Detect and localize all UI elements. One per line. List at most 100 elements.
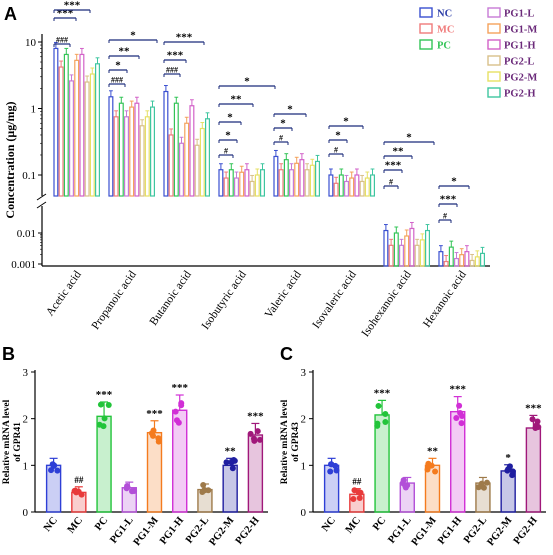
sig-label: * bbox=[343, 116, 349, 128]
sig-label: * bbox=[451, 176, 457, 188]
bar-pg2-m bbox=[364, 177, 370, 197]
data-point bbox=[100, 423, 107, 430]
sig-label: *** bbox=[146, 408, 163, 420]
data-point bbox=[150, 427, 157, 434]
legend-swatch bbox=[487, 55, 501, 66]
sig-label: ### bbox=[166, 66, 178, 75]
bar-pg1-h bbox=[134, 102, 140, 197]
bar-pc bbox=[374, 414, 390, 513]
category-label: Butanoic acid bbox=[148, 269, 194, 328]
data-point bbox=[178, 402, 185, 409]
category-label: PG1-M bbox=[410, 515, 439, 548]
data-point bbox=[199, 488, 206, 495]
data-point bbox=[254, 428, 261, 435]
bar-pg2-m bbox=[474, 256, 480, 267]
bar-mc bbox=[278, 169, 284, 197]
bar-pg1-m bbox=[184, 122, 190, 197]
bar-pg1-m bbox=[404, 235, 410, 267]
category-label: PG1-H bbox=[158, 515, 186, 547]
sig-label: * bbox=[244, 76, 250, 88]
bar-pc bbox=[96, 415, 112, 513]
data-point bbox=[251, 437, 258, 444]
bar-nc bbox=[53, 47, 59, 197]
bar-pg1-h bbox=[354, 174, 360, 197]
sig-label: ** bbox=[427, 445, 439, 457]
data-point bbox=[432, 468, 439, 475]
bar-pg2-m bbox=[144, 116, 150, 197]
bar-pg2-h bbox=[205, 118, 211, 197]
data-point bbox=[375, 402, 382, 409]
category-label: PG2-H bbox=[512, 515, 540, 547]
sig-label: ## bbox=[74, 475, 84, 485]
bar-pg2-l bbox=[84, 81, 90, 197]
sig-label: * bbox=[115, 60, 121, 72]
bar-mc bbox=[443, 260, 449, 267]
category-label: Propanoic acid bbox=[90, 269, 139, 332]
sig-label: * bbox=[335, 130, 341, 142]
sig-label: *** bbox=[525, 402, 542, 414]
legend-swatch bbox=[487, 7, 501, 18]
bar-pg2-h bbox=[525, 427, 542, 513]
bar-pc bbox=[118, 102, 124, 197]
legend-label: PG2-L bbox=[504, 57, 534, 68]
sig-label: * bbox=[406, 132, 412, 144]
bar-mc bbox=[388, 244, 394, 267]
bar-pg2-h bbox=[425, 229, 431, 267]
bar-pc bbox=[393, 232, 399, 267]
sig-label: ** bbox=[393, 146, 405, 158]
bar-pg2-l bbox=[469, 259, 475, 267]
data-point bbox=[382, 419, 389, 426]
sig-label: *** bbox=[440, 194, 457, 206]
legend-swatch bbox=[487, 39, 501, 50]
sig-label: # bbox=[334, 146, 338, 155]
bar-pg1-h bbox=[450, 410, 466, 513]
sig-label: # bbox=[389, 178, 393, 187]
bar-pg2-l bbox=[249, 180, 255, 197]
y-tick-label: 2 bbox=[301, 414, 307, 426]
bar-pg1-l bbox=[234, 177, 240, 197]
bar-nc bbox=[273, 155, 279, 197]
sig-label: * bbox=[130, 30, 136, 42]
bar-pg1-m bbox=[459, 254, 465, 267]
data-point bbox=[256, 436, 263, 443]
bar-pg2-h bbox=[480, 252, 486, 267]
sig-label: ** bbox=[225, 445, 237, 457]
category-label: PC bbox=[93, 515, 110, 533]
axis-break-mark bbox=[36, 193, 47, 201]
data-point bbox=[155, 435, 162, 442]
y-axis-label: Relative mRNA level bbox=[280, 399, 290, 484]
category-label: NC bbox=[320, 515, 338, 534]
y-axis-label: of GPR41 bbox=[13, 422, 23, 462]
bar-pg2-h bbox=[260, 169, 266, 197]
sig-label: *** bbox=[167, 50, 184, 62]
sig-label: *** bbox=[385, 160, 402, 172]
bar-pg1-h bbox=[409, 227, 415, 267]
legend-label: PG1-M bbox=[504, 25, 537, 36]
category-label: Hexanoic acid bbox=[421, 269, 469, 330]
bar-pg1-m bbox=[349, 177, 355, 197]
y-tick-label: 2 bbox=[23, 414, 29, 426]
y-tick-label: 3 bbox=[23, 367, 29, 379]
y-tick-label: 1 bbox=[301, 460, 307, 472]
data-point bbox=[129, 488, 136, 495]
data-point bbox=[357, 489, 364, 496]
bar-mc bbox=[333, 182, 339, 197]
bar-pc bbox=[448, 246, 454, 267]
bar-pg1-h bbox=[189, 105, 195, 197]
legend-swatch bbox=[487, 87, 501, 98]
data-point bbox=[247, 430, 254, 437]
bar-pc bbox=[173, 102, 179, 197]
category-label: MC bbox=[344, 515, 363, 536]
y-tick-label: 0.001 bbox=[11, 259, 36, 271]
bar-pg2-m bbox=[222, 464, 238, 513]
bar-pg2-l bbox=[304, 169, 310, 197]
y-tick-label: 0 bbox=[23, 507, 29, 519]
bar-pg2-m bbox=[419, 239, 425, 267]
bar-pg2-h bbox=[150, 106, 156, 197]
bar-nc bbox=[328, 174, 334, 197]
data-point bbox=[458, 420, 465, 427]
data-point bbox=[105, 401, 112, 408]
sig-label: ### bbox=[111, 76, 123, 85]
panel-letter-c: C bbox=[280, 344, 293, 364]
